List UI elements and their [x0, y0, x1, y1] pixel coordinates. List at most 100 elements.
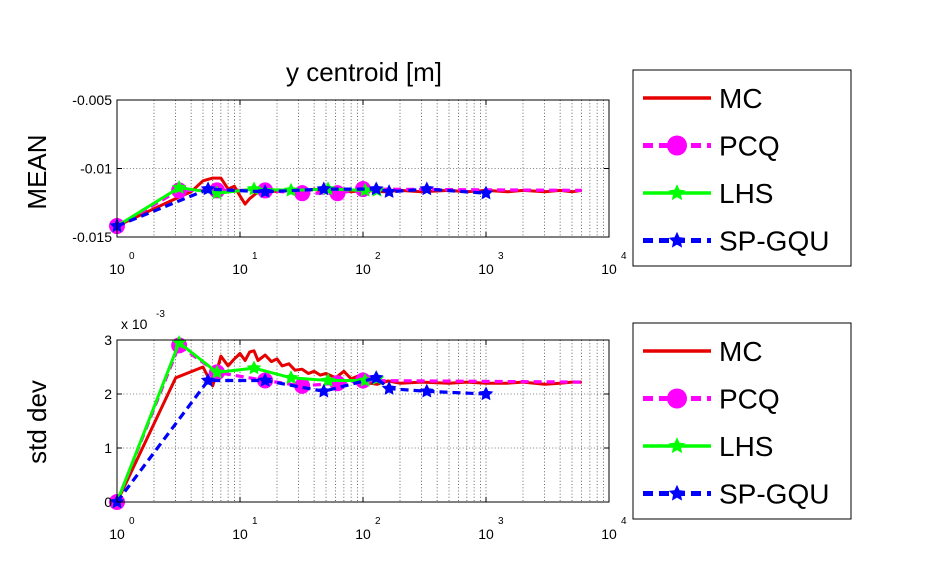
data-point [419, 181, 435, 196]
series-line [116, 187, 487, 228]
legend-label: MC [719, 336, 763, 367]
legend-top: MC PCQ LHS SP-GQU [632, 69, 852, 267]
mean-subplot: y centroid [m] MEAN -0.015 -0.01 -0.005 10 0… [22, 57, 627, 277]
legend-marker [668, 184, 686, 201]
data-point [257, 184, 273, 198]
x-tick-exponent: 1 [252, 516, 258, 527]
series-line [115, 343, 582, 503]
x-tick-label: 10 [478, 261, 494, 277]
data-point [316, 383, 332, 398]
series-line [115, 349, 582, 503]
data-point [200, 372, 216, 387]
legend-label: MC [719, 83, 763, 114]
stddev-subplot: std dev x 10 -3 0 1 2 3 10 0 10 1 10 2 10 3 10 4 [22, 309, 627, 542]
data-point [381, 380, 397, 395]
y-tick-label: -0.005 [72, 92, 112, 108]
x-tick-exponent: 4 [621, 516, 627, 527]
x-tick-exponent: 0 [129, 516, 135, 527]
y-tick-label: 1 [104, 440, 112, 456]
series-line [116, 176, 582, 228]
legend-label: PCQ [719, 384, 780, 415]
data-point [257, 372, 273, 387]
y-tick-label: 0 [104, 494, 112, 510]
legend-item-sp-gqu: SP-GQU [643, 479, 829, 510]
axis-ticks: 0 1 2 3 10 0 10 1 10 2 10 3 10 4 [104, 332, 627, 542]
legend-item-lhs: LHS [643, 178, 773, 209]
data-point [320, 372, 336, 387]
legend-label: PCQ [719, 131, 780, 162]
axis-ticks: -0.015 -0.01 -0.005 10 0 10 1 10 2 10 3 10 4 [72, 92, 627, 277]
chart-title: y centroid [m] [286, 57, 442, 87]
y-tick-label: 3 [104, 332, 112, 348]
series-lhs [109, 180, 385, 233]
y-axis-label: std dev [22, 380, 52, 464]
data-point [171, 180, 187, 194]
data-point [209, 364, 225, 379]
data-point [381, 184, 397, 198]
x-tick-exponent: 2 [375, 251, 381, 262]
legend-marker [667, 135, 687, 156]
y-tick-label: -0.015 [72, 229, 112, 245]
series-group [109, 335, 582, 510]
legend-item-lhs: LHS [643, 431, 773, 462]
legend-label: LHS [719, 178, 773, 209]
data-point [316, 181, 332, 196]
legend-frame [632, 322, 852, 520]
data-point [283, 182, 299, 197]
legend-label: LHS [719, 431, 773, 462]
data-point [478, 386, 494, 401]
data-point [419, 383, 435, 398]
x-tick-exponent: 3 [498, 516, 504, 527]
y-multiplier-label: x 10 [121, 316, 148, 332]
legend-item-mc: MC [643, 83, 763, 114]
series-line [115, 376, 487, 503]
y-tick-label: 2 [104, 386, 112, 402]
series-pcq [109, 337, 582, 510]
x-tick-label: 10 [109, 261, 125, 277]
x-tick-label: 10 [601, 526, 617, 542]
legend-marker [668, 231, 686, 248]
series-mc [115, 349, 582, 503]
legend-frame [632, 69, 852, 267]
series-group [109, 176, 582, 235]
y-multiplier-exponent: -3 [156, 309, 165, 320]
data-point [209, 185, 225, 200]
legend-marker [668, 484, 686, 501]
data-point [368, 181, 384, 196]
data-point [283, 370, 299, 385]
y-tick-label: -0.01 [80, 161, 112, 177]
data-point [478, 185, 494, 200]
series-lhs [109, 335, 385, 509]
legend-item-mc: MC [643, 336, 763, 367]
x-tick-label: 10 [109, 526, 125, 542]
series-line [115, 341, 378, 503]
legend-marker [668, 437, 686, 454]
data-point [294, 185, 311, 202]
series-sp-gqu [109, 370, 494, 509]
data-point [294, 377, 311, 394]
legend-bottom: MC PCQ LHS SP-GQU [632, 322, 852, 520]
x-tick-label: 10 [232, 526, 248, 542]
x-tick-exponent: 2 [375, 516, 381, 527]
x-tick-exponent: 0 [129, 251, 135, 262]
x-tick-label: 10 [601, 261, 617, 277]
legend-item-pcq: PCQ [643, 384, 780, 415]
grid [117, 99, 609, 238]
data-point [246, 360, 262, 375]
x-tick-exponent: 3 [498, 251, 504, 262]
x-tick-label: 10 [355, 261, 371, 277]
x-tick-exponent: 4 [621, 251, 627, 262]
x-tick-exponent: 1 [252, 251, 258, 262]
data-point [200, 181, 216, 196]
x-tick-label: 10 [355, 526, 371, 542]
legend-item-sp-gqu: SP-GQU [643, 226, 829, 257]
legend-label: SP-GQU [719, 479, 829, 510]
legend-item-pcq: PCQ [643, 131, 780, 162]
series-mc [116, 176, 582, 228]
y-axis-label: MEAN [22, 134, 52, 209]
data-point [368, 370, 384, 385]
x-tick-label: 10 [478, 526, 494, 542]
legend-label: SP-GQU [719, 226, 829, 257]
legend-marker [667, 388, 687, 409]
